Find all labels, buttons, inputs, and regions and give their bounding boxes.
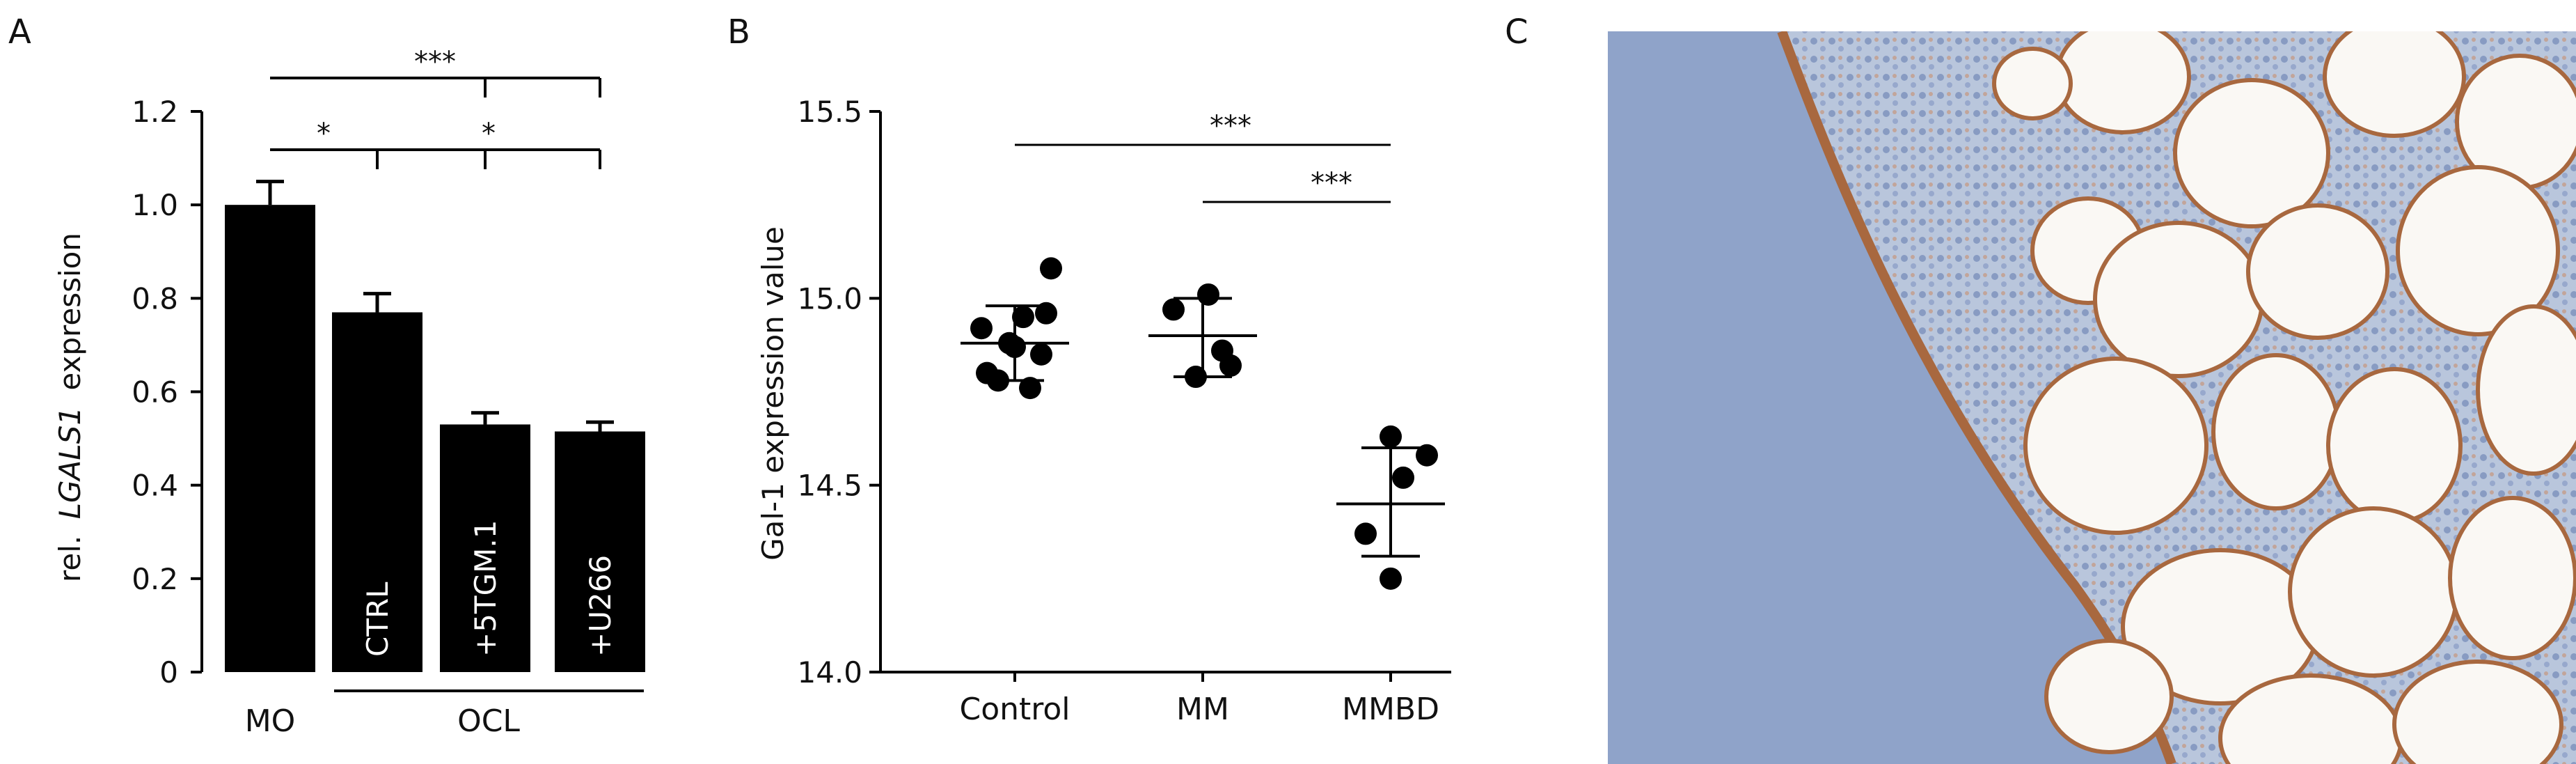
y-tick-label-a: 1.2 xyxy=(132,95,178,129)
panel-b-dot-plot: Gal-1 expression value 14.0 14.5 15.0 15.5 C… xyxy=(756,95,1451,727)
y-tick-label-b: 15.0 xyxy=(797,281,862,315)
x-tick-label-b: MM xyxy=(1176,692,1229,727)
data-point xyxy=(1040,257,1062,280)
data-point xyxy=(1392,466,1414,489)
y-tick-label-a: 1.0 xyxy=(132,188,178,222)
y-tick-label-a: 0.4 xyxy=(132,469,178,503)
data-point xyxy=(1019,377,1041,400)
adipocyte xyxy=(2323,31,2466,138)
y-axis-label-b: Gal-1 expression value xyxy=(756,226,790,561)
adipocyte xyxy=(2173,78,2330,228)
bar-inner-label: CTRL xyxy=(361,582,395,657)
adipocyte xyxy=(2288,506,2459,678)
data-point xyxy=(1380,425,1402,448)
significance-mark: *** xyxy=(1311,167,1352,199)
panel-label-b: B xyxy=(727,13,750,52)
bar-inner-label: +5TGM.1 xyxy=(468,520,503,657)
adipocyte xyxy=(2093,221,2264,378)
bar-inner-label: +U266 xyxy=(583,555,617,657)
y-axis-label-gene: LGALS1 xyxy=(53,407,87,519)
significance-mark: *** xyxy=(1210,110,1251,142)
bar xyxy=(225,205,315,673)
panel-label-a: A xyxy=(8,13,31,52)
significance-mark: * xyxy=(317,118,331,150)
group-label: OCL xyxy=(457,703,520,739)
adipocyte-vacuoles xyxy=(1992,31,2576,764)
y-axis-label-a: rel. LGALS1 expression xyxy=(53,233,87,582)
group-label: MO xyxy=(245,703,296,739)
data-point xyxy=(1219,354,1242,377)
data-point xyxy=(1354,522,1377,545)
adipocyte xyxy=(2023,357,2208,535)
data-point xyxy=(1030,343,1052,366)
significance-mark: * xyxy=(482,118,496,150)
data-point xyxy=(1162,298,1185,321)
adipocyte xyxy=(2396,165,2560,336)
bar xyxy=(440,424,530,672)
data-point xyxy=(1197,283,1219,306)
y-tick-label-a: 0.8 xyxy=(132,281,178,315)
data-point xyxy=(970,317,993,340)
data-point xyxy=(1012,306,1034,329)
panel-a-bar-chart: rel. LGALS1 expression 0 0.2 0.4 0.6 0.8 1.0 1… xyxy=(53,46,645,739)
y-tick-label-a: 0 xyxy=(159,655,178,689)
y-axis-label-prefix: rel. xyxy=(53,536,87,582)
adipocyte xyxy=(2246,203,2389,340)
y-tick-label-b: 14.5 xyxy=(797,469,862,503)
adipocyte xyxy=(2476,304,2576,476)
data-point xyxy=(1380,567,1402,590)
bar xyxy=(555,431,645,672)
adipocyte xyxy=(1992,47,2073,120)
y-axis-label-suffix: expression xyxy=(53,233,87,391)
adipocyte xyxy=(2211,353,2341,510)
adipocyte xyxy=(2448,496,2576,660)
data-point xyxy=(1416,444,1438,467)
x-tick-label-b: Control xyxy=(959,692,1070,727)
y-tick-label-a: 0.2 xyxy=(132,562,178,596)
adipocyte xyxy=(2055,31,2191,134)
significance-mark: *** xyxy=(414,46,456,78)
data-point xyxy=(976,361,998,384)
adipocyte xyxy=(2392,660,2563,764)
histology-micrograph xyxy=(1608,31,2576,764)
data-point xyxy=(1035,302,1057,325)
y-tick-label-a: 0.6 xyxy=(132,375,178,410)
y-tick-label-b: 15.5 xyxy=(797,95,862,129)
adipocyte xyxy=(2044,639,2174,754)
bar xyxy=(332,312,422,672)
panel-label-c: C xyxy=(1505,13,1528,52)
adipocyte xyxy=(2326,367,2463,524)
bone-trabecula xyxy=(1608,31,2172,764)
x-tick-label-b: MMBD xyxy=(1342,692,1439,727)
y-tick-label-b: 14.0 xyxy=(797,655,862,689)
